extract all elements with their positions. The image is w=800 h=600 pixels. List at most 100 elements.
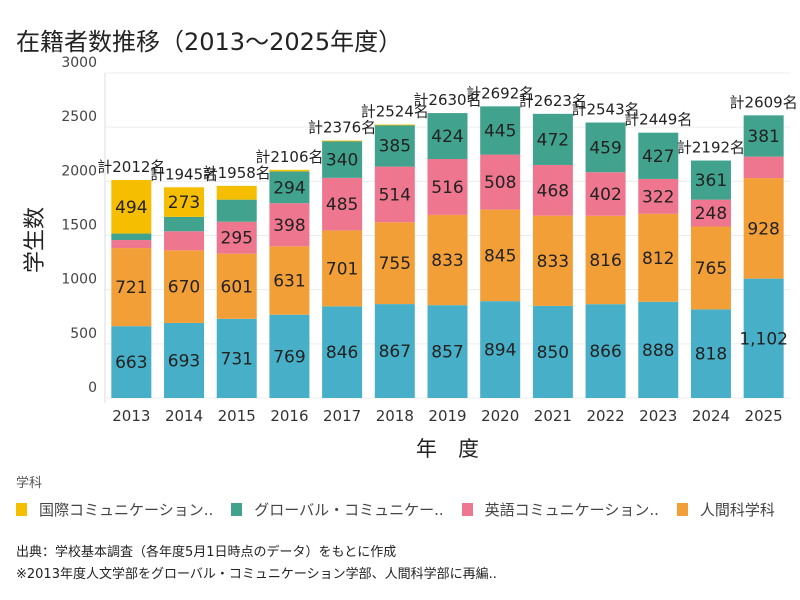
bar-segment	[216, 185, 257, 200]
bar-total-label: 計2524名	[361, 103, 429, 121]
bar-segment	[532, 215, 573, 306]
bar-segment	[585, 215, 626, 305]
bar-total-label: 計2609名	[730, 93, 798, 111]
y-tick-label: 1500	[61, 218, 97, 234]
bar-segment	[374, 124, 415, 167]
legend: 学科 国際コミュニケーション.. グローバル・コミュニケー.. 英語コミュニケーショ…	[16, 472, 793, 520]
y-tick-label: 2500	[61, 109, 97, 125]
stacked-bar-chart: 0 500 1000 1500 2000 2500 3000 学生数 663 721 494 計201…	[23, 55, 798, 461]
x-tick-label: 2025	[745, 407, 783, 425]
bar-segment	[690, 309, 731, 398]
bar-value-label: 663	[115, 353, 147, 373]
bar-value-label: 755	[379, 254, 411, 274]
bar-segment	[585, 172, 626, 216]
bar-value-label: 427	[642, 147, 674, 167]
bar-total-label: 計2623名	[519, 92, 587, 110]
bar-value-label: 816	[589, 251, 621, 271]
bar-total-label: 計2543名	[571, 101, 639, 119]
x-tick-label: 2018	[376, 407, 414, 425]
bar-value-label: 361	[695, 171, 727, 191]
bar-value-label: 516	[431, 178, 463, 198]
legend-item[interactable]: グローバル・コミュニケー..	[231, 499, 444, 520]
bar-value-label: 812	[642, 249, 674, 269]
bar-segment	[322, 177, 363, 231]
bar-segment	[216, 199, 257, 222]
bar-segment	[743, 156, 784, 179]
bar-segment	[638, 178, 679, 214]
bar-value-label: 631	[273, 272, 305, 292]
x-tick-label: 2015	[218, 407, 256, 425]
bar-value-label: 850	[537, 343, 569, 363]
bar-segment	[322, 140, 363, 142]
bar-value-label: 294	[273, 178, 305, 198]
bar-segment	[374, 222, 415, 305]
bar-value-label: 445	[484, 121, 516, 141]
x-tick-label: 2024	[692, 407, 730, 425]
bar-value-label: 601	[221, 277, 253, 297]
bar-segment	[216, 318, 257, 398]
legend-item[interactable]: 人間科学科	[676, 499, 775, 520]
x-axis-title: 年 度	[416, 437, 479, 461]
bar-value-label: 248	[695, 204, 727, 224]
chart-title: 在籍者数推移（2013〜2025年度）	[16, 28, 403, 56]
x-tick-label: 2017	[323, 407, 361, 425]
legend-label: 国際コミュニケーション..	[39, 501, 214, 519]
bar-segment	[743, 278, 784, 398]
bar-segment	[690, 160, 731, 200]
legend-item[interactable]: 英語コミュニケーション..	[461, 499, 659, 520]
bar-segment	[532, 113, 573, 165]
x-tick-label: 2021	[534, 407, 572, 425]
bar-value-label: 514	[379, 185, 411, 205]
bar-segment	[322, 306, 363, 398]
bar-value-label: 273	[168, 193, 200, 213]
legend-label: 英語コミュニケーション..	[484, 501, 659, 519]
bar-segment	[374, 124, 415, 126]
bar-value-label: 468	[537, 181, 569, 201]
legend-label: 人間科学科	[699, 501, 775, 519]
x-tick-label: 2022	[586, 407, 624, 425]
bar-value-label: 402	[589, 185, 621, 205]
bar-segment	[111, 248, 152, 327]
y-tick-label: 500	[70, 326, 97, 342]
bar-value-label: 846	[326, 343, 358, 363]
bar-segment	[322, 141, 363, 178]
bar-segment	[164, 322, 205, 398]
bar-segment	[269, 314, 310, 398]
bar-segment	[532, 164, 573, 216]
bar-value-label: 731	[221, 349, 253, 369]
bar-segment	[638, 132, 679, 179]
bar-value-label: 459	[589, 138, 621, 158]
bar-segment	[111, 233, 152, 241]
y-tick-label: 2000	[61, 163, 97, 179]
bar-value-label: 670	[168, 278, 200, 298]
bar-value-label: 322	[642, 187, 674, 207]
bar-segment	[690, 226, 731, 310]
x-tick-label: 2016	[270, 407, 308, 425]
bar-segment	[216, 221, 257, 254]
bar-segment	[532, 305, 573, 398]
bar-segment	[164, 187, 205, 217]
bar-value-label: 833	[431, 251, 463, 271]
bar-value-label: 398	[273, 216, 305, 236]
bar-segment	[269, 203, 310, 247]
bar-segment	[743, 115, 784, 157]
bar-segment	[480, 154, 521, 210]
bar-total-label: 計2692名	[466, 84, 534, 102]
bar-value-label: 485	[326, 195, 358, 215]
bar-value-label: 701	[326, 259, 358, 279]
legend-item[interactable]: 国際コミュニケーション..	[16, 499, 213, 520]
bar-segment	[427, 214, 468, 306]
bar-value-label: 721	[115, 278, 147, 298]
bar-value-label: 818	[695, 345, 727, 365]
x-tick-label: 2019	[428, 407, 466, 425]
bar-segment	[111, 326, 152, 398]
x-tick-label: 2023	[639, 407, 677, 425]
bar-value-label: 424	[431, 127, 463, 147]
bar-segment	[269, 169, 310, 172]
bar-segment	[269, 171, 310, 204]
bar-value-label: 769	[273, 347, 305, 367]
x-tick-label: 2013	[112, 407, 150, 425]
bar-segment	[216, 253, 257, 319]
bar-segment	[427, 305, 468, 398]
bar-total-label: 計2376名	[308, 119, 376, 137]
